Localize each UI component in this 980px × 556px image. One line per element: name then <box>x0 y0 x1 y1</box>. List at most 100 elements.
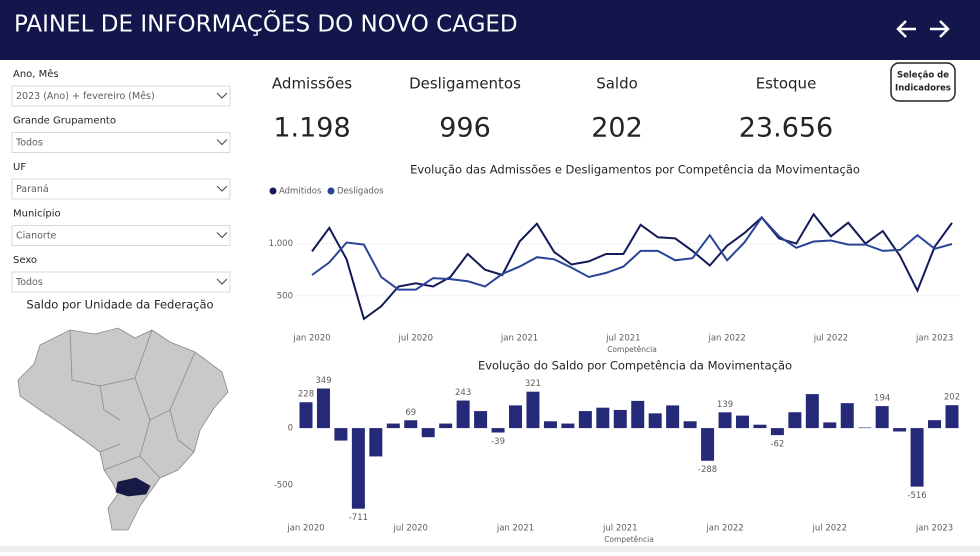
legend-marker <box>269 187 277 195</box>
bar <box>316 388 330 429</box>
x-axis-title: Competência <box>607 345 657 354</box>
bar <box>858 427 872 429</box>
bar <box>526 391 540 429</box>
bar <box>735 415 749 429</box>
data-label: -39 <box>491 437 505 447</box>
x-tick-label: jul 2021 <box>605 334 640 344</box>
y-tick-label: -500 <box>274 480 293 490</box>
x-tick-label: jul 2020 <box>393 524 428 534</box>
data-label: 139 <box>717 400 733 410</box>
legend-label: Admitidos <box>279 187 322 197</box>
bar <box>753 424 767 429</box>
x-tick-label: jan 2020 <box>286 524 324 534</box>
bar <box>596 407 610 429</box>
parana-state[interactable] <box>115 477 151 497</box>
dropdown-chevron <box>216 139 228 146</box>
data-label: 69 <box>405 408 416 418</box>
x-tick-label: jan 2022 <box>707 334 745 344</box>
header-title: PAINEL DE INFORMAÇÕES DO NOVO CAGED <box>14 9 518 38</box>
data-label: -711 <box>349 513 368 523</box>
data-label: 202 <box>944 393 960 403</box>
bar <box>386 423 400 429</box>
filter-dropdown[interactable] <box>11 225 231 246</box>
bar <box>334 428 348 441</box>
series-line <box>311 212 953 321</box>
bar <box>945 405 959 429</box>
filter-dropdown[interactable] <box>11 85 231 107</box>
state-borders <box>63 329 196 479</box>
x-axis-title: Competência <box>604 535 654 544</box>
kpi-label: Saldo <box>596 75 638 93</box>
data-label: -288 <box>698 465 717 475</box>
data-label: -516 <box>907 491 926 501</box>
bar <box>893 428 907 432</box>
bar <box>404 420 418 429</box>
filter-label: Ano, Mês <box>13 68 59 80</box>
x-tick-label: jul 2020 <box>398 334 433 344</box>
data-label: 349 <box>315 376 331 386</box>
kpi-value: 23.656 <box>739 113 833 144</box>
dropdown-chevron <box>216 92 228 99</box>
bar <box>543 421 557 429</box>
filter-dropdown[interactable] <box>11 178 231 200</box>
filter-value: Todos <box>15 277 43 288</box>
bar <box>509 405 523 429</box>
legend-marker <box>327 187 335 195</box>
nav-forward[interactable] <box>930 20 950 38</box>
bar <box>648 413 662 429</box>
bar <box>910 428 924 487</box>
bar <box>439 423 453 429</box>
filter-value: Cianorte <box>16 231 57 242</box>
y-tick-label: 0 <box>288 424 293 434</box>
map-title: Saldo por Unidade da Federação <box>26 298 213 312</box>
legend-label: Desligados <box>337 187 384 197</box>
chart-title: Evolução do Saldo por Competência da Mov… <box>478 359 792 373</box>
footer-strip <box>0 546 980 552</box>
bar <box>805 394 819 429</box>
filter-label: Grande Grupamento <box>13 116 116 127</box>
filter-label: Município <box>13 208 61 220</box>
data-label: 243 <box>455 388 471 398</box>
brazil-states[interactable] <box>17 327 229 531</box>
nav-back[interactable] <box>896 20 916 38</box>
bar <box>875 406 889 429</box>
kpi-label: Admissões <box>272 75 352 93</box>
brazil-map <box>17 327 229 531</box>
x-tick-label: jul 2021 <box>602 524 637 534</box>
kpi-label: Estoque <box>756 75 817 93</box>
bar <box>578 411 592 429</box>
filter-label: Sexo <box>13 255 37 266</box>
filter-dropdown[interactable] <box>11 132 231 153</box>
dropdown-chevron <box>216 278 228 285</box>
bar <box>491 428 505 433</box>
x-tick-label: jan 2022 <box>705 524 743 534</box>
kpi-value: 996 <box>439 113 491 144</box>
indicator-button[interactable] <box>890 62 956 102</box>
bar <box>928 420 942 429</box>
bar <box>666 405 680 429</box>
bar <box>299 402 313 429</box>
filter-value: 2023 (Ano) + fevereiro (Mês) <box>16 91 155 102</box>
x-tick-label: jan 2023 <box>915 524 953 534</box>
header-bar <box>0 0 980 60</box>
series-line <box>311 215 953 291</box>
x-tick-label: jan 2021 <box>500 334 538 344</box>
button-label: Indicadores <box>895 84 951 94</box>
bar <box>823 422 837 429</box>
bar <box>561 423 575 429</box>
bar <box>840 403 854 429</box>
filter-dropdown[interactable] <box>11 271 231 293</box>
bar <box>788 412 802 429</box>
bar <box>456 400 470 429</box>
y-tick-label: 1.000 <box>269 239 293 249</box>
bar <box>421 428 435 438</box>
data-label: -62 <box>770 440 784 450</box>
bar <box>351 428 365 509</box>
dropdown-chevron <box>216 232 228 239</box>
x-tick-label: jul 2022 <box>812 524 847 534</box>
filters: Ano, Mês 2023 (Ano) + fevereiro (Mês) Gran… <box>11 68 231 293</box>
bar <box>613 409 627 429</box>
